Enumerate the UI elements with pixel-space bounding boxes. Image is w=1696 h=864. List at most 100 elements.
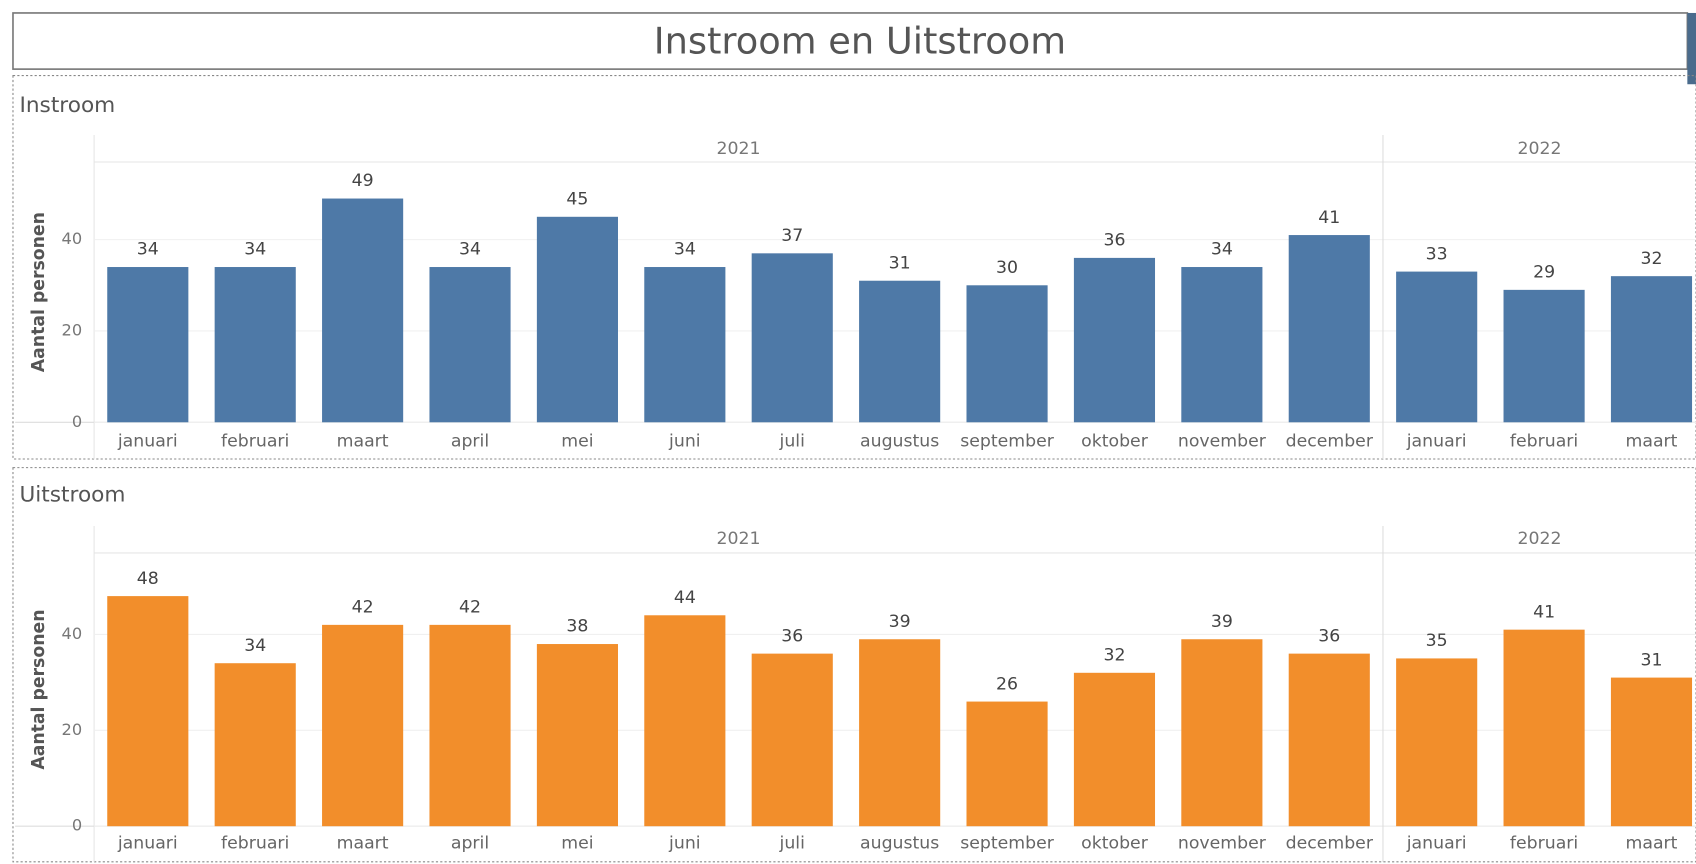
value-label: 26 <box>996 674 1018 694</box>
x-tick-label: januari <box>1406 432 1467 452</box>
x-tick-label: februari <box>221 432 289 452</box>
value-label: 33 <box>1426 244 1448 264</box>
year-label: 2022 <box>1517 529 1561 549</box>
x-tick-label: september <box>960 833 1055 853</box>
bar <box>429 267 511 423</box>
y-tick-label: 40 <box>62 624 83 643</box>
year-label: 2022 <box>1517 139 1561 159</box>
value-label: 31 <box>889 253 911 273</box>
x-tick-label: september <box>960 432 1055 452</box>
bar <box>1288 653 1370 827</box>
bar <box>1503 289 1585 423</box>
bar <box>1610 276 1693 423</box>
y-axis-label: Aantal personen <box>29 212 49 372</box>
panel-box <box>12 467 1696 863</box>
x-tick-label: november <box>1178 432 1267 452</box>
x-tick-label: juli <box>779 833 805 853</box>
value-label: 48 <box>137 569 159 589</box>
chart-title: Instroom <box>19 93 115 118</box>
bar <box>536 216 618 423</box>
value-label: 42 <box>459 598 481 618</box>
value-label: 34 <box>674 240 696 260</box>
x-tick-label: oktober <box>1081 432 1149 452</box>
bar <box>214 267 296 423</box>
value-label: 34 <box>244 240 266 260</box>
value-label: 41 <box>1318 208 1340 228</box>
value-label: 34 <box>459 240 481 260</box>
bar <box>1610 677 1693 827</box>
y-tick-label: 20 <box>62 320 83 339</box>
bar <box>322 198 404 423</box>
y-axis-label: Aantal personen <box>29 609 49 769</box>
x-tick-label: maart <box>1626 432 1678 452</box>
bar <box>322 624 404 827</box>
x-tick-label: augustus <box>860 432 939 452</box>
value-label: 38 <box>566 617 588 637</box>
bar <box>429 624 511 827</box>
bar <box>966 701 1048 827</box>
value-label: 45 <box>566 190 588 210</box>
value-label: 44 <box>674 588 696 608</box>
x-tick-label: juni <box>668 432 701 452</box>
value-label: 32 <box>1103 646 1125 666</box>
bar <box>1503 629 1585 827</box>
value-label: 31 <box>1640 650 1662 670</box>
bar <box>536 644 618 827</box>
bar <box>107 267 189 423</box>
bar <box>751 253 833 423</box>
x-tick-label: februari <box>1510 432 1578 452</box>
value-label: 29 <box>1533 263 1555 283</box>
value-label: 34 <box>1211 240 1233 260</box>
bar <box>214 663 296 827</box>
bar <box>1288 235 1370 423</box>
chart-title: Uitstroom <box>19 483 125 508</box>
bar <box>1073 257 1156 423</box>
x-tick-label: juli <box>779 432 805 452</box>
x-tick-label: december <box>1286 432 1374 452</box>
y-tick-label: 40 <box>62 229 83 248</box>
x-tick-label: november <box>1178 833 1267 853</box>
x-tick-label: december <box>1286 833 1374 853</box>
x-tick-label: januari <box>117 833 178 853</box>
bar <box>1073 672 1156 827</box>
x-tick-label: maart <box>1626 833 1678 853</box>
bar <box>859 639 941 827</box>
value-label: 34 <box>137 240 159 260</box>
x-tick-label: april <box>451 833 489 853</box>
x-tick-label: januari <box>117 432 178 452</box>
bar <box>859 280 941 423</box>
value-label: 36 <box>1318 626 1340 646</box>
x-tick-label: mei <box>561 432 593 452</box>
bar <box>1396 658 1478 827</box>
x-tick-label: maart <box>337 833 389 853</box>
bar <box>1396 271 1478 423</box>
x-tick-label: april <box>451 432 489 452</box>
x-tick-label: augustus <box>860 833 939 853</box>
year-label: 2021 <box>717 139 761 159</box>
value-label: 41 <box>1533 602 1555 622</box>
value-label: 42 <box>352 598 374 618</box>
y-tick-label: 0 <box>72 412 82 431</box>
value-label: 32 <box>1640 249 1662 269</box>
x-tick-label: februari <box>1510 833 1578 853</box>
bar <box>1181 639 1263 827</box>
panel-box <box>12 75 1696 460</box>
value-label: 39 <box>889 612 911 632</box>
x-tick-label: maart <box>337 432 389 452</box>
bar <box>644 615 726 827</box>
bar <box>644 267 726 423</box>
bar <box>966 285 1048 423</box>
year-label: 2021 <box>717 529 761 549</box>
x-tick-label: januari <box>1406 833 1467 853</box>
value-label: 36 <box>1103 231 1125 251</box>
value-label: 30 <box>996 258 1018 278</box>
value-label: 34 <box>244 636 266 656</box>
x-tick-label: juni <box>668 833 701 853</box>
value-label: 35 <box>1426 631 1448 651</box>
bar <box>751 653 833 827</box>
dashboard-title: Instroom en Uitstroom <box>654 20 1066 63</box>
bar <box>1181 267 1263 423</box>
y-tick-label: 20 <box>62 720 83 739</box>
